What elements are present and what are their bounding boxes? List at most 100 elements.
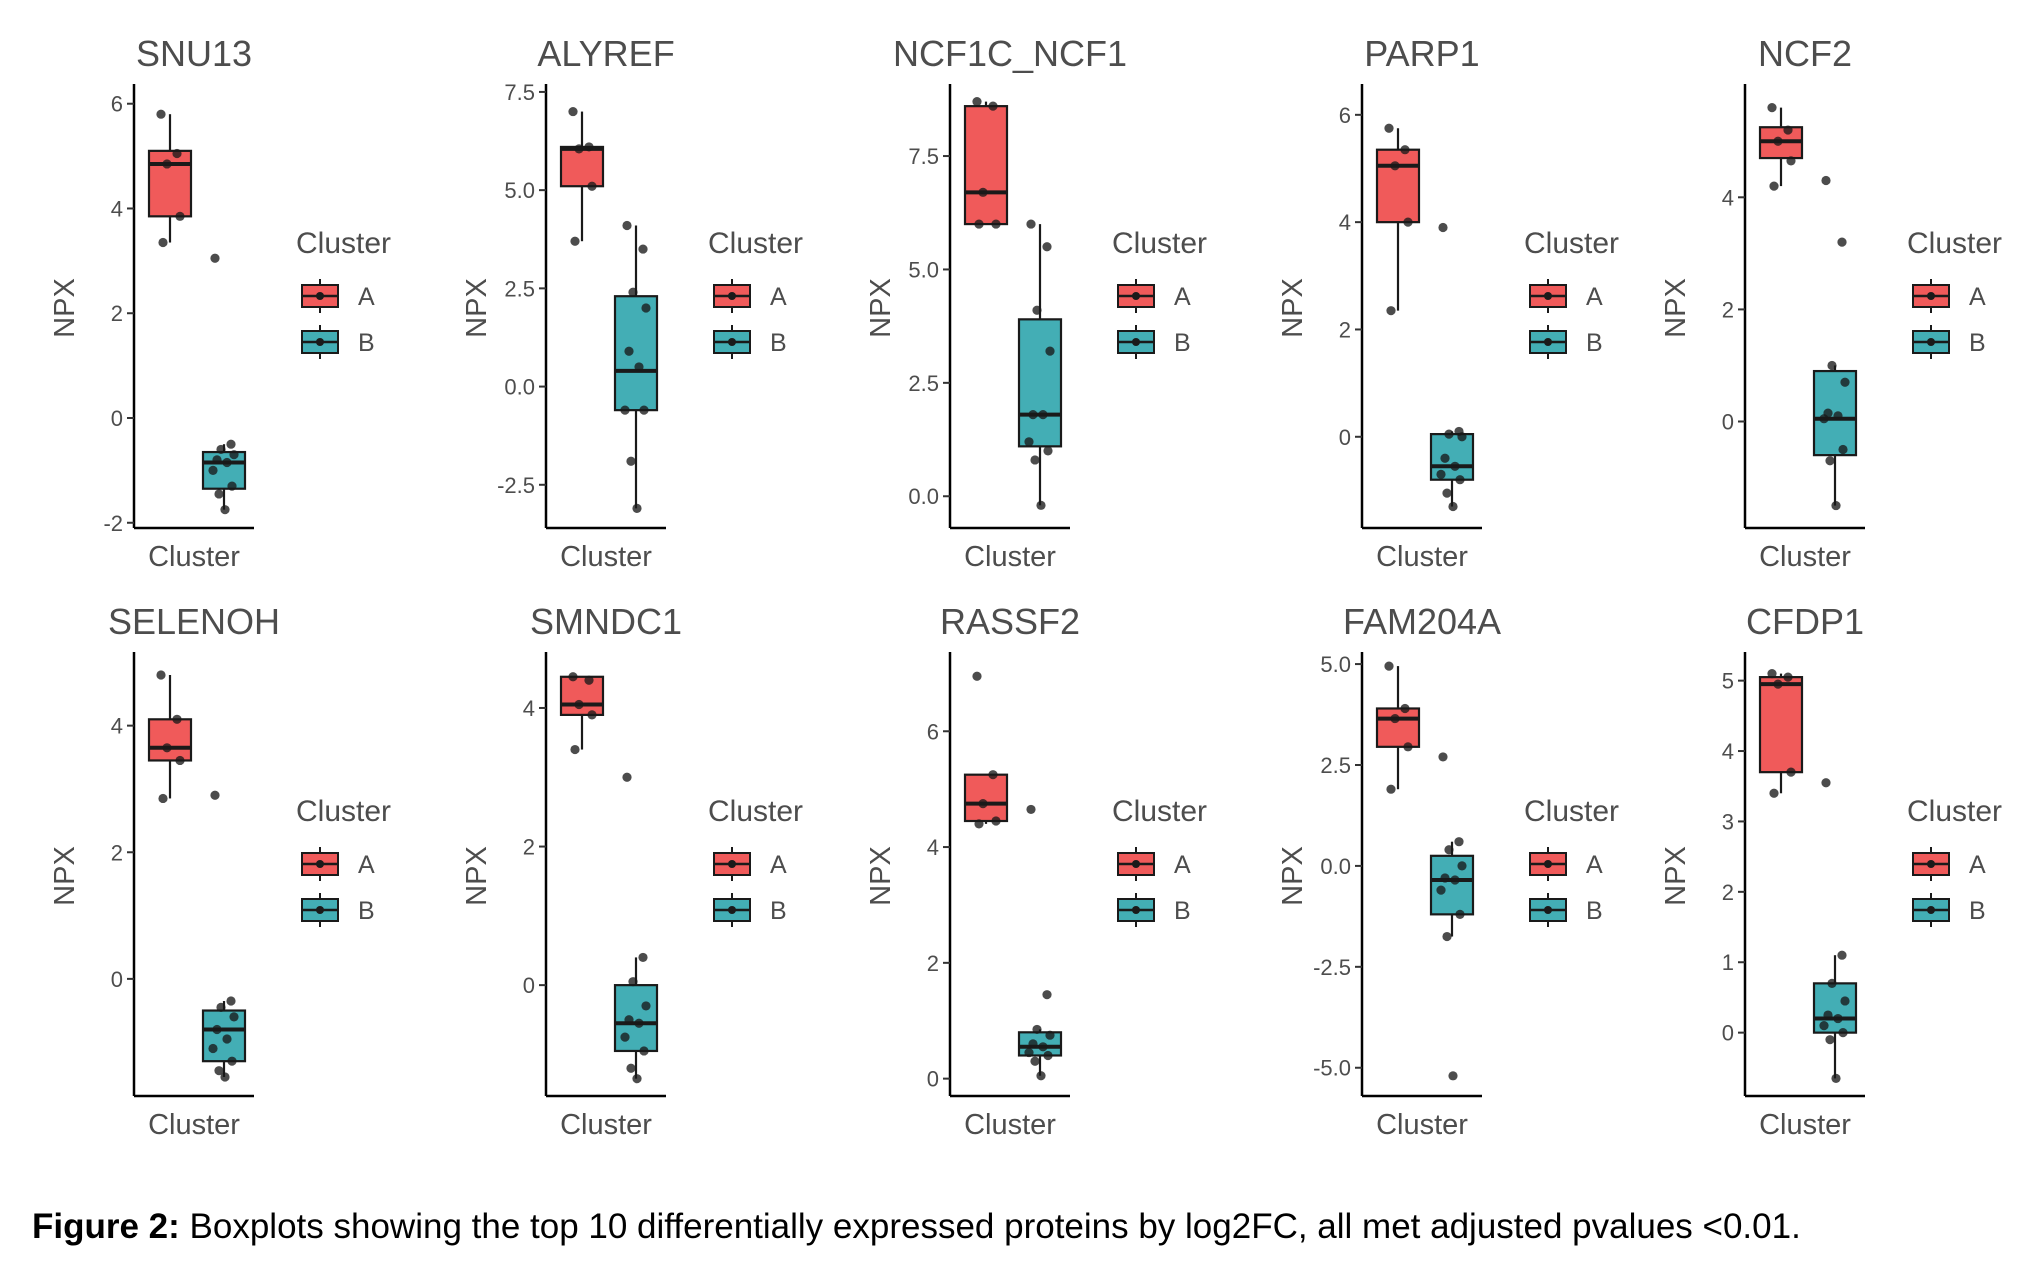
x-axis-title: Cluster [148, 1109, 240, 1141]
legend-label: B [770, 329, 787, 357]
data-point [978, 799, 988, 809]
data-point [162, 159, 172, 169]
legend-key-a: A [301, 847, 375, 881]
data-point [978, 187, 988, 197]
legend-point [316, 338, 324, 346]
data-point [1457, 432, 1467, 442]
data-point [175, 211, 185, 221]
legend-point [316, 292, 324, 300]
y-tick-label: 0 [1722, 1021, 1734, 1046]
y-tick-label: 2 [111, 301, 123, 326]
data-point [1042, 990, 1052, 1000]
data-point [1384, 123, 1394, 133]
box-group-b [1429, 222, 1475, 512]
y-tick-label: -2.5 [1313, 955, 1351, 980]
legend-key-b: B [1529, 893, 1603, 927]
legend-point [728, 860, 736, 868]
data-point [632, 503, 642, 513]
box-iqr-a [1758, 676, 1804, 774]
legend-point [1927, 860, 1935, 868]
data-point [1400, 145, 1410, 155]
data-point [1448, 1071, 1458, 1081]
box-group-b [1017, 804, 1063, 1081]
box-group-a [963, 97, 1009, 229]
data-point [628, 977, 638, 987]
data-point [988, 101, 998, 111]
data-point [634, 362, 644, 372]
box-group-a [1375, 123, 1421, 316]
data-point [158, 237, 168, 248]
box-group-b [613, 220, 659, 513]
data-point [214, 489, 224, 499]
box-iqr-b [613, 295, 659, 412]
y-tick-label: 3 [1722, 809, 1734, 834]
legend-point [1544, 338, 1552, 346]
data-point [208, 465, 218, 475]
data-point [156, 109, 166, 119]
panel-title: SNU13 [136, 33, 252, 74]
panel-parp1: PARP1 0 2 4 6 Cluster NPX Cluster AB [1277, 33, 1619, 573]
data-point [1442, 931, 1452, 942]
legend-point [1132, 338, 1140, 346]
legend-point [1544, 292, 1552, 300]
data-point [1444, 845, 1454, 855]
data-point [1444, 429, 1454, 439]
data-point [1390, 713, 1400, 724]
box-group-b [613, 772, 659, 1084]
data-point [156, 670, 166, 680]
data-point [1825, 1035, 1835, 1045]
legend-title: Cluster [1907, 227, 2002, 260]
data-point [1024, 1047, 1034, 1058]
data-point [1032, 1024, 1042, 1035]
legend-title: Cluster [708, 795, 803, 828]
data-point [1821, 778, 1831, 788]
data-point [1819, 414, 1829, 424]
data-point [212, 455, 222, 465]
legend-key-a: A [1529, 279, 1603, 313]
y-axis-title: NPX [1660, 278, 1692, 338]
legend-label: A [1586, 283, 1603, 311]
legend-label: A [1969, 851, 1986, 879]
data-point [1438, 752, 1448, 762]
legend-key-b: B [713, 325, 787, 359]
panel-fam204a: FAM204A -5.0 -2.5 0.0 2.5 5.0 Cluster NPX Cluste… [1277, 601, 1619, 1141]
data-point [1026, 219, 1036, 229]
data-point [1038, 409, 1048, 420]
data-point [208, 1043, 218, 1054]
y-axis-title: NPX [49, 846, 81, 906]
y-tick-label: -2 [103, 511, 123, 536]
legend-label: B [358, 897, 375, 925]
y-tick-label: 0 [1722, 410, 1734, 435]
data-point [988, 770, 998, 780]
data-point [1819, 1021, 1829, 1031]
data-point [1840, 377, 1850, 387]
legend-key-a: A [1912, 847, 1986, 881]
legend-label: A [358, 851, 375, 879]
data-point [624, 1015, 634, 1025]
data-point [1436, 885, 1446, 895]
data-point [1455, 909, 1465, 919]
data-point [624, 346, 634, 356]
legend-label: A [1969, 283, 1986, 311]
data-point [216, 1002, 226, 1012]
data-point [220, 505, 230, 515]
data-point [1028, 409, 1038, 420]
data-point [972, 97, 982, 107]
legend-key-b: B [713, 893, 787, 927]
legend-key-a: A [1529, 847, 1603, 881]
y-tick-label: 2.5 [504, 276, 535, 301]
data-point [1403, 742, 1413, 752]
legend-title: Cluster [708, 227, 803, 260]
panel-smndc1: SMNDC1 0 2 4 Cluster NPX Cluster AB [461, 601, 803, 1141]
legend-label: A [1586, 851, 1603, 879]
y-tick-label: 6 [1339, 103, 1351, 128]
box-group-a [147, 109, 193, 248]
y-tick-label: 5 [1722, 669, 1734, 694]
legend-key-b: B [301, 893, 375, 927]
data-point [634, 1018, 644, 1028]
data-point [1837, 950, 1847, 960]
y-axis-title: NPX [1660, 846, 1692, 906]
data-point [1773, 679, 1783, 689]
y-tick-label: 4 [927, 835, 939, 860]
legend-point [1132, 292, 1140, 300]
